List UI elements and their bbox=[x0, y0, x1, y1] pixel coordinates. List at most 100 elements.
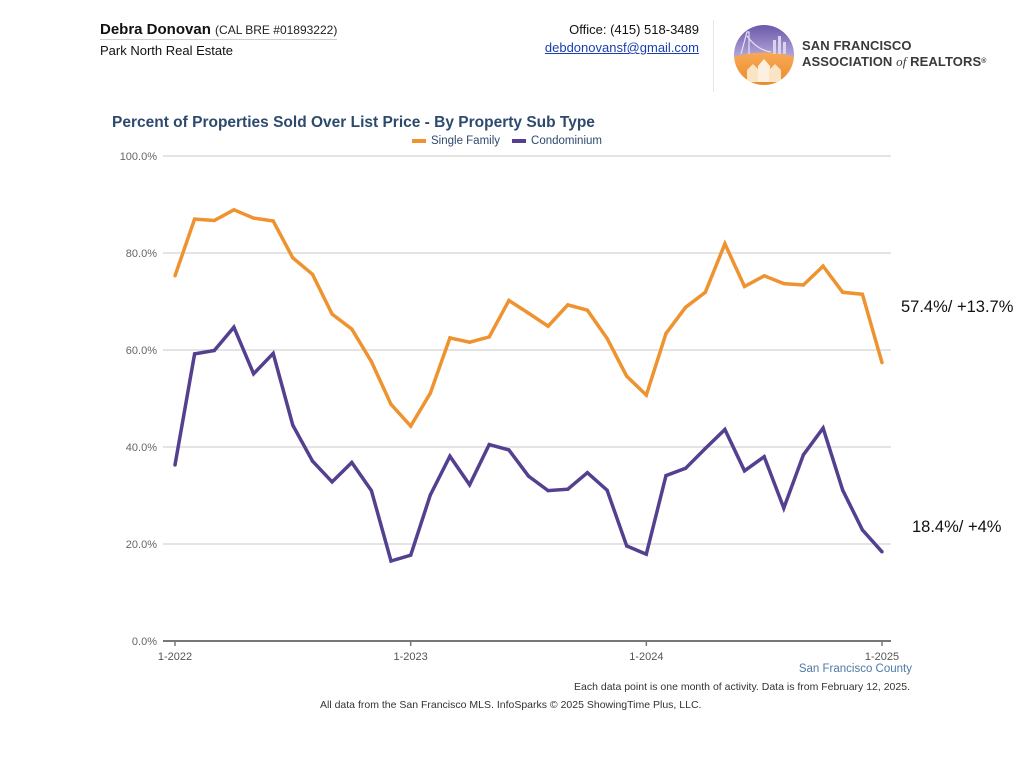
agent-name: Debra Donovan bbox=[100, 21, 211, 38]
data-point-condominium bbox=[723, 427, 727, 432]
y-tick-label: 100.0% bbox=[120, 151, 158, 163]
data-point-single-family bbox=[192, 217, 197, 221]
data-point-condominium bbox=[605, 488, 609, 492]
annotation-condominium: 18.4%/ +4% bbox=[912, 518, 1002, 536]
x-tick-label: 1-2023 bbox=[394, 651, 428, 663]
agent-name-line: Debra Donovan (CAL BRE #01893222) bbox=[100, 21, 338, 40]
logo-text: San Francisco Association of Realtors® bbox=[802, 38, 987, 70]
logo-realtors-text: Realtors bbox=[910, 54, 982, 69]
data-point-single-family bbox=[546, 324, 550, 328]
data-point-single-family bbox=[251, 216, 256, 220]
y-tick-label: 0.0% bbox=[132, 636, 157, 648]
series-line-single-family bbox=[173, 207, 884, 430]
data-point-single-family bbox=[624, 374, 629, 378]
data-point-condominium bbox=[880, 550, 884, 554]
data-point-single-family bbox=[467, 340, 472, 344]
data-point-single-family bbox=[723, 242, 727, 246]
legend-label-single-family: Single Family bbox=[431, 135, 501, 147]
data-point-condominium bbox=[369, 488, 374, 493]
data-point-single-family bbox=[507, 298, 511, 303]
logo-line-2: Association of Realtors® bbox=[802, 54, 987, 70]
legend-item-condominium: Condominium bbox=[512, 135, 602, 147]
email-link[interactable]: debdonovansf@gmail.com bbox=[544, 40, 699, 55]
legend-swatch-single-family bbox=[412, 139, 426, 143]
data-point-single-family bbox=[487, 335, 491, 339]
x-tick-label: 1-2022 bbox=[158, 651, 192, 663]
x-axis: 1-2022 1-2023 1-2024 1-2025 bbox=[158, 640, 899, 663]
data-point-single-family bbox=[742, 284, 747, 289]
y-tick-label: 80.0% bbox=[126, 248, 157, 260]
data-point-condominium bbox=[232, 325, 236, 329]
brokerage-name: Park North Real Estate bbox=[100, 43, 233, 58]
data-point-condominium bbox=[251, 372, 256, 376]
data-point-single-family bbox=[291, 256, 295, 260]
data-point-single-family bbox=[841, 290, 845, 294]
data-point-condominium bbox=[546, 488, 550, 493]
data-point-single-family bbox=[762, 274, 766, 278]
data-point-condominium bbox=[291, 423, 295, 427]
data-point-condominium bbox=[448, 454, 452, 458]
data-point-condominium bbox=[742, 469, 747, 473]
data-point-condominium bbox=[624, 544, 629, 548]
region-label: San Francisco County bbox=[798, 663, 912, 675]
office-phone: Office: (415) 518-3489 bbox=[569, 22, 699, 37]
data-point-single-family bbox=[703, 290, 707, 294]
header-divider bbox=[713, 20, 714, 92]
data-point-single-family bbox=[310, 272, 315, 277]
data-point-condominium bbox=[507, 448, 511, 452]
data-point-single-family bbox=[605, 336, 609, 341]
legend-label-condominium: Condominium bbox=[531, 135, 602, 147]
data-point-single-family bbox=[880, 360, 884, 365]
data-point-single-family bbox=[683, 305, 688, 310]
data-point-single-family bbox=[232, 208, 236, 212]
data-point-single-family bbox=[526, 311, 531, 315]
data-point-single-family bbox=[212, 218, 216, 223]
data-point-single-family bbox=[821, 264, 825, 268]
x-tick-label: 1-2025 bbox=[865, 651, 899, 663]
data-point-condominium bbox=[703, 446, 707, 451]
y-tick-label: 40.0% bbox=[126, 442, 157, 454]
data-point-condominium bbox=[526, 474, 531, 478]
data-point-condominium bbox=[487, 442, 491, 447]
data-point-single-family bbox=[448, 336, 452, 340]
data-point-single-family bbox=[664, 331, 668, 336]
data-note: Each data point is one month of activity… bbox=[574, 681, 910, 693]
data-point-condominium bbox=[408, 553, 413, 557]
data-point-single-family bbox=[408, 424, 413, 428]
y-tick-label: 20.0% bbox=[126, 539, 157, 551]
y-axis-ticks: 0.0% 20.0% 40.0% 60.0% 80.0% 100.0% bbox=[120, 151, 158, 648]
x-tick-label: 1-2024 bbox=[629, 651, 663, 663]
data-point-single-family bbox=[330, 312, 334, 316]
annotation-single-family: 57.4%/ +13.7% bbox=[901, 298, 1014, 316]
logo-line-1: San Francisco bbox=[802, 38, 987, 54]
data-point-single-family bbox=[782, 281, 786, 286]
logo-of-text: of bbox=[896, 54, 907, 69]
data-point-condominium bbox=[683, 466, 688, 471]
data-point-single-family bbox=[860, 292, 865, 296]
data-point-condominium bbox=[841, 488, 845, 492]
data-point-condominium bbox=[192, 352, 197, 356]
data-point-condominium bbox=[664, 473, 668, 478]
data-point-condominium bbox=[271, 351, 275, 356]
chart-title: Percent of Properties Sold Over List Pri… bbox=[112, 114, 595, 131]
data-point-condominium bbox=[585, 471, 590, 475]
data-point-condominium bbox=[212, 348, 216, 353]
data-point-condominium bbox=[173, 463, 177, 467]
data-point-single-family bbox=[271, 219, 275, 223]
data-point-condominium bbox=[644, 552, 649, 556]
legend-swatch-condominium bbox=[512, 139, 527, 143]
grid-lines bbox=[163, 155, 891, 545]
chart-legend: Single Family Condominium bbox=[412, 135, 602, 147]
data-point-condominium bbox=[467, 483, 472, 487]
data-point-single-family bbox=[428, 391, 433, 395]
y-tick-label: 60.0% bbox=[126, 345, 157, 357]
logo-association-text: Association bbox=[802, 54, 893, 69]
data-point-single-family bbox=[566, 303, 570, 307]
data-point-condominium bbox=[801, 453, 806, 457]
logo-registered-mark: ® bbox=[981, 58, 987, 65]
data-point-condominium bbox=[428, 493, 433, 497]
legend-item-single-family: Single Family bbox=[412, 135, 500, 147]
data-point-single-family bbox=[644, 393, 649, 397]
data-point-condominium bbox=[330, 480, 334, 484]
